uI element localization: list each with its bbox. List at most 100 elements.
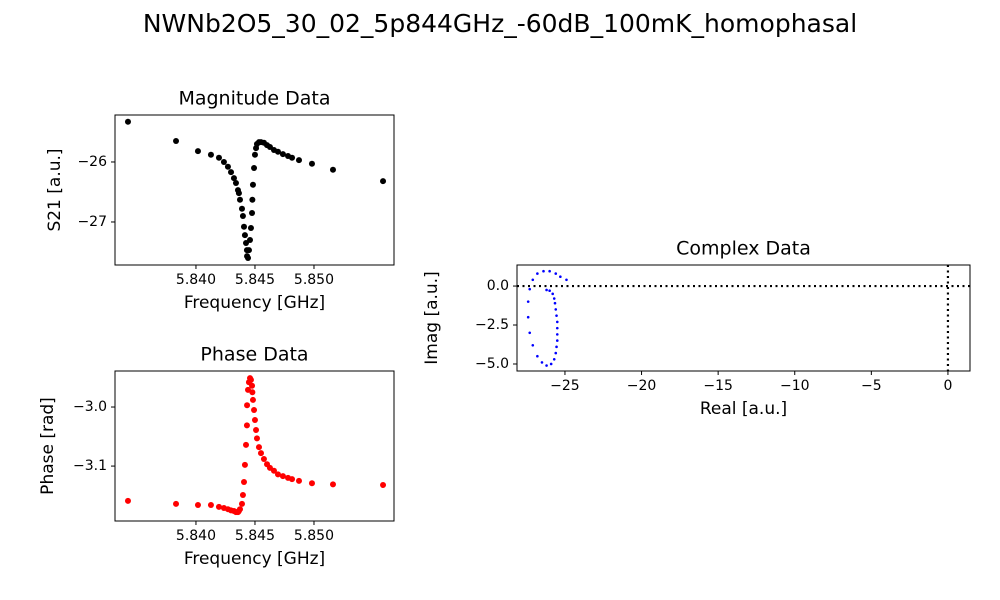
data-point bbox=[526, 315, 530, 319]
data-point bbox=[552, 297, 556, 300]
data-point bbox=[235, 190, 242, 197]
data-point bbox=[249, 396, 256, 403]
x-tick-label: 5.845 bbox=[235, 528, 275, 544]
data-point bbox=[545, 364, 548, 367]
data-point bbox=[554, 351, 558, 355]
y-tick-label: −3.1 bbox=[73, 458, 107, 474]
data-point bbox=[329, 166, 336, 173]
data-point bbox=[207, 502, 214, 509]
data-point bbox=[552, 358, 556, 361]
data-point bbox=[555, 320, 559, 324]
data-point bbox=[253, 427, 260, 434]
y-axis-label: S21 [a.u.] bbox=[45, 148, 65, 231]
x-tick-label: 5.850 bbox=[294, 272, 334, 288]
data-point bbox=[249, 196, 256, 203]
data-point bbox=[542, 269, 545, 273]
data-point bbox=[555, 339, 559, 342]
y-tick-label: 0.0 bbox=[487, 278, 509, 294]
data-point bbox=[528, 287, 532, 291]
data-point bbox=[308, 160, 315, 167]
axes-frame bbox=[516, 264, 971, 372]
data-point bbox=[257, 450, 264, 457]
data-point bbox=[251, 406, 258, 413]
x-tick-label: −15 bbox=[703, 378, 733, 394]
data-point bbox=[279, 151, 286, 158]
x-tick-label: 5.840 bbox=[176, 528, 216, 544]
data-point bbox=[224, 163, 231, 170]
axes-frame bbox=[114, 370, 395, 522]
data-point bbox=[251, 151, 258, 158]
data-point bbox=[238, 205, 245, 212]
data-point bbox=[554, 308, 558, 311]
y-tick-label: −26 bbox=[77, 154, 107, 170]
data-point bbox=[240, 479, 247, 486]
x-tick-label: −5 bbox=[861, 378, 882, 394]
data-point bbox=[279, 473, 286, 480]
x-tick-label: 5.840 bbox=[176, 272, 216, 288]
data-point bbox=[247, 376, 254, 383]
axes-frame bbox=[114, 114, 395, 266]
y-axis-label: Phase [rad] bbox=[38, 397, 58, 495]
data-point bbox=[194, 502, 201, 509]
data-point bbox=[380, 481, 387, 488]
data-point bbox=[124, 118, 131, 125]
data-point bbox=[536, 272, 539, 275]
data-point bbox=[241, 232, 248, 239]
data-point bbox=[173, 137, 180, 144]
data-point bbox=[124, 497, 131, 504]
data-point bbox=[528, 331, 532, 335]
data-point bbox=[251, 164, 258, 171]
data-point bbox=[236, 196, 243, 203]
data-point bbox=[232, 179, 239, 186]
x-tick-label: 0 bbox=[943, 378, 952, 394]
data-point bbox=[255, 444, 262, 451]
data-point bbox=[329, 481, 336, 488]
x-tick-label: −10 bbox=[780, 378, 810, 394]
data-point bbox=[249, 382, 256, 389]
data-point bbox=[555, 314, 558, 317]
data-point bbox=[239, 212, 246, 219]
data-point bbox=[236, 506, 243, 513]
data-point bbox=[559, 275, 562, 278]
data-point bbox=[249, 209, 256, 216]
y-tick-label: −2.5 bbox=[475, 317, 509, 333]
data-point bbox=[555, 345, 558, 349]
data-point bbox=[260, 455, 267, 462]
x-tick-label: −20 bbox=[627, 378, 657, 394]
data-point bbox=[536, 354, 539, 358]
figure-title: NWNb2O5_30_02_5p844GHz_-60dB_100mK_homop… bbox=[143, 9, 857, 38]
data-point bbox=[270, 467, 277, 474]
data-point bbox=[554, 272, 558, 275]
data-point bbox=[308, 480, 315, 487]
data-point bbox=[241, 461, 248, 468]
data-point bbox=[531, 278, 535, 282]
data-point bbox=[540, 361, 544, 364]
data-point bbox=[238, 500, 245, 507]
data-point bbox=[555, 326, 559, 330]
data-point bbox=[274, 471, 281, 478]
y-tick-label: −3.0 bbox=[73, 399, 107, 415]
data-point bbox=[243, 441, 250, 448]
data-point bbox=[549, 362, 553, 366]
data-point bbox=[247, 224, 254, 231]
data-point bbox=[295, 157, 302, 164]
x-axis-label: Frequency [GHz] bbox=[184, 549, 325, 569]
data-point bbox=[526, 300, 530, 303]
data-point bbox=[240, 223, 247, 230]
data-point bbox=[274, 148, 281, 155]
data-point bbox=[289, 476, 296, 483]
y-axis-label: Imag [a.u.] bbox=[422, 271, 442, 364]
data-point bbox=[548, 289, 551, 293]
data-point bbox=[289, 154, 296, 161]
data-point bbox=[173, 500, 180, 507]
data-point bbox=[245, 254, 252, 261]
y-tick-label: −27 bbox=[77, 214, 107, 230]
data-point bbox=[531, 343, 535, 347]
data-point bbox=[207, 151, 214, 158]
data-point bbox=[239, 492, 246, 499]
data-point bbox=[548, 269, 551, 273]
data-point bbox=[249, 181, 256, 188]
data-point bbox=[244, 402, 251, 409]
data-point bbox=[230, 175, 237, 182]
